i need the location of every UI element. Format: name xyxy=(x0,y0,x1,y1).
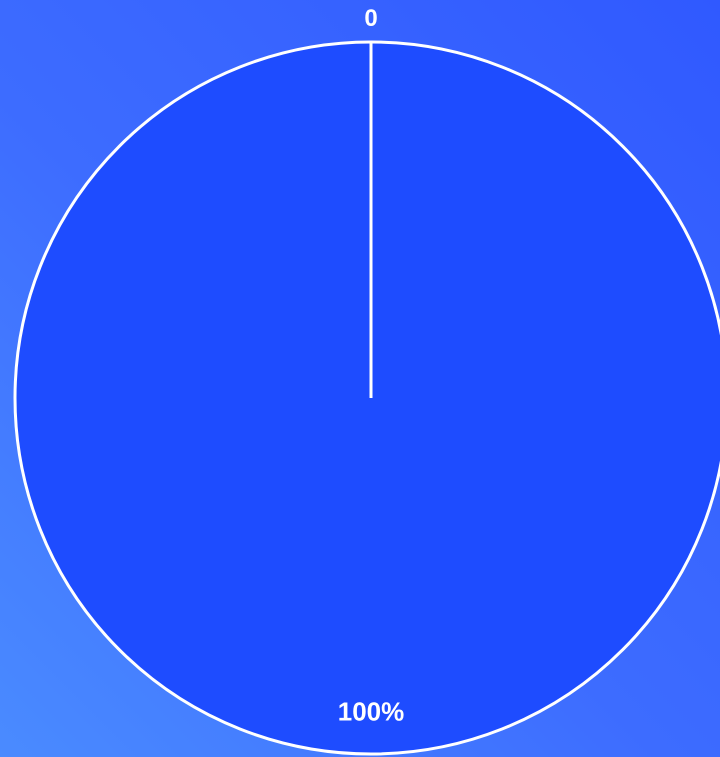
pie-slices xyxy=(15,42,720,754)
pie-data-label: 100% xyxy=(338,696,405,726)
start-tick-label: 0 xyxy=(364,5,377,32)
pie-data-labels: 100% xyxy=(338,696,405,726)
pie-slice xyxy=(15,42,720,754)
